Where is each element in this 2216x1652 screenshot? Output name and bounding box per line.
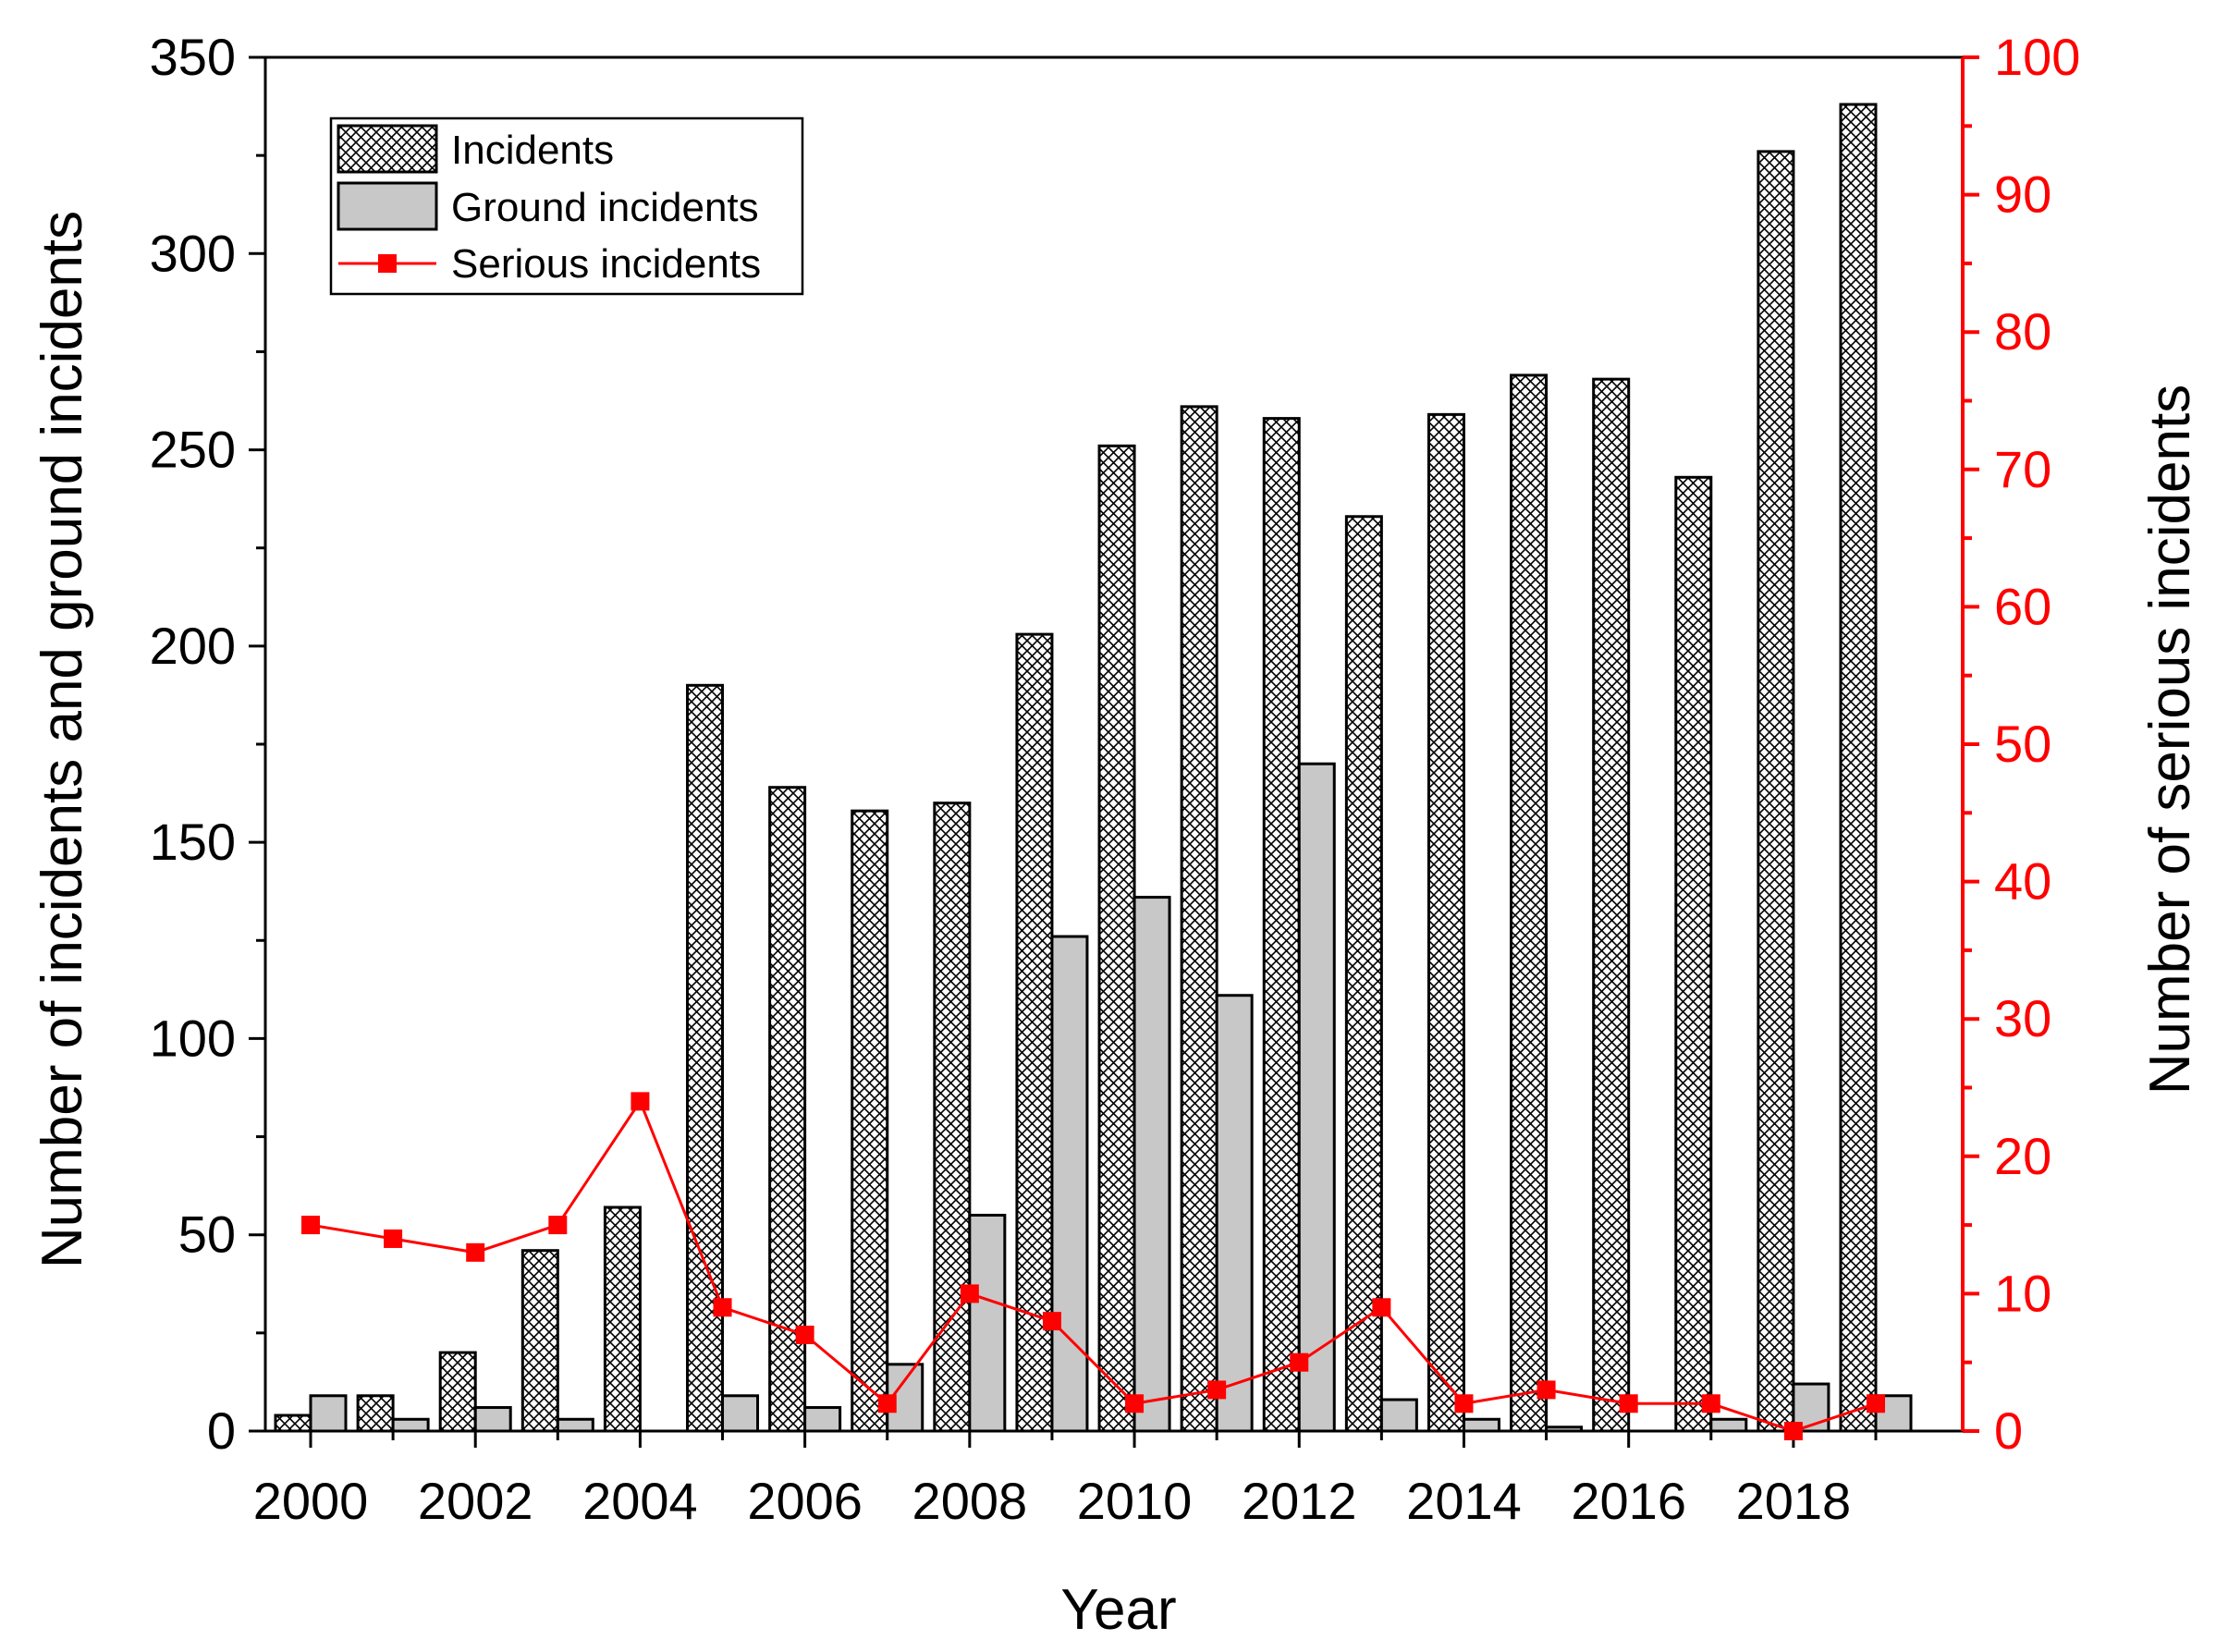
legend: Incidents Ground incidents Serious inciden…: [329, 116, 804, 296]
y-tick-label-300: 300: [150, 224, 236, 282]
serious-incidents-layer: [301, 1092, 1885, 1440]
ground-incidents-bar-2005: [721, 1394, 760, 1433]
y2-tick-label-60: 60: [1994, 577, 2051, 635]
y2-tick-label-30: 30: [1994, 989, 2051, 1047]
serious-incidents-point-2008: [960, 1284, 979, 1303]
y2-tick-label-50: 50: [1994, 715, 2051, 773]
x-tick-label-2012: 2012: [1242, 1472, 1357, 1530]
x-tick-label-2010: 2010: [1077, 1472, 1193, 1530]
x-tick-label-2002: 2002: [418, 1472, 533, 1530]
serious-incidents-point-2004: [631, 1092, 650, 1111]
ground-incidents-bar-2008: [968, 1213, 1007, 1433]
x-tick-label-2008: 2008: [912, 1472, 1028, 1530]
serious-incidents-point-2017: [1701, 1394, 1720, 1413]
serious-incidents-point-2016: [1619, 1394, 1638, 1413]
ground-incidents-bar-2003: [556, 1417, 594, 1433]
incidents-bar-2017: [1674, 475, 1713, 1433]
serious-incidents-point-2019: [1867, 1394, 1885, 1413]
serious-incidents-point-2013: [1372, 1298, 1391, 1317]
ground-incidents-bar-2010: [1132, 896, 1171, 1433]
incidents-bar-2012: [1262, 417, 1301, 1433]
incidents-bar-2001: [356, 1394, 395, 1433]
incidents-bar-2013: [1344, 515, 1383, 1433]
incidents-bar-2010: [1097, 444, 1136, 1433]
incidents-bar-2011: [1180, 405, 1218, 1433]
serious-incidents-line: [310, 1098, 1877, 1433]
legend-swatch-ground-incidents: [337, 181, 438, 231]
incidents-bar-2016: [1592, 377, 1631, 1433]
serious-incidents-point-2007: [877, 1394, 897, 1413]
ground-incidents-bar-2017: [1709, 1417, 1748, 1433]
ground-incidents-bar-2002: [473, 1406, 512, 1433]
ground-incidents-bar-2012: [1297, 762, 1336, 1433]
incidents-bar-2000: [274, 1413, 312, 1433]
axis-titles: Year Number of incidents and ground inci…: [31, 211, 2202, 1642]
serious-incidents-point-2014: [1454, 1394, 1474, 1413]
serious-incidents-point-2006: [795, 1325, 814, 1344]
ground-incidents-bar-2014: [1462, 1417, 1500, 1433]
serious-incidents-point-2009: [1042, 1312, 1061, 1331]
y2-tick-label-70: 70: [1994, 440, 2051, 498]
y-tick-label-250: 250: [150, 421, 236, 479]
incidents-bar-2003: [520, 1249, 559, 1433]
y-tick-label-100: 100: [150, 1009, 236, 1067]
serious-incidents-point-2011: [1207, 1380, 1227, 1400]
serious-incidents-point-2001: [384, 1229, 403, 1248]
incidents-bar-2007: [851, 809, 889, 1433]
serious-incidents-point-2000: [301, 1216, 320, 1235]
ground-incidents-bar-2009: [1050, 935, 1089, 1433]
serious-incidents-point-2002: [466, 1242, 485, 1262]
ground-incidents-bar-2006: [803, 1406, 842, 1433]
ground-incidents-bar-2013: [1379, 1398, 1418, 1433]
incidents-bar-2015: [1510, 373, 1549, 1433]
ground-incidents-bar-2001: [391, 1417, 430, 1433]
x-tick-label-2004: 2004: [582, 1472, 698, 1530]
incidents-bar-2018: [1757, 150, 1795, 1433]
incidents-bar-2019: [1839, 103, 1878, 1433]
ground-incidents-bar-2000: [309, 1394, 348, 1433]
x-tick-label-2018: 2018: [1736, 1472, 1852, 1530]
ground-incidents-bar-2011: [1215, 994, 1254, 1433]
serious-incidents-point-2012: [1290, 1352, 1309, 1372]
legend-swatch-incidents: [337, 124, 438, 174]
x-axis-title: Year: [1060, 1578, 1176, 1642]
serious-incidents-point-2010: [1125, 1394, 1145, 1413]
y2-tick-label-100: 100: [1994, 28, 2080, 86]
y2-tick-label-90: 90: [1994, 165, 2051, 224]
y-axis-title: Number of incidents and ground incidents: [31, 211, 94, 1268]
y2-tick-label-40: 40: [1994, 852, 2051, 911]
y-tick-label-350: 350: [150, 28, 236, 86]
y-tick-label-50: 50: [178, 1205, 236, 1264]
x-tick-label-2006: 2006: [747, 1472, 863, 1530]
x-tick-label-2000: 2000: [253, 1472, 369, 1530]
legend-label-ground-incidents: Ground incidents: [451, 185, 759, 230]
serious-incidents-point-2005: [713, 1298, 732, 1317]
incidents-bar-2008: [933, 802, 972, 1433]
serious-incidents-point-2018: [1783, 1422, 1803, 1440]
y2-tick-label-80: 80: [1994, 302, 2051, 361]
axes-layer: 0 50 100 150 200 250 300 350 0 10 20 30 40 50 60 70 80 90…: [150, 28, 2081, 1530]
y2-tick-label-20: 20: [1994, 1127, 2051, 1185]
legend-label-incidents: Incidents: [451, 128, 614, 173]
incidents-bar-2002: [438, 1351, 477, 1433]
legend-marker-serious-incidents: [378, 254, 397, 273]
bars-layer: [274, 103, 1913, 1433]
y-tick-label-0: 0: [207, 1401, 236, 1460]
x-tick-label-2014: 2014: [1406, 1472, 1522, 1530]
incidents-bar-2005: [686, 683, 725, 1433]
legend-label-serious-incidents: Serious incidents: [451, 241, 761, 287]
y-tick-label-200: 200: [150, 617, 236, 675]
y2-axis-title: Number of serious incidents: [2138, 385, 2202, 1095]
y-tick-label-150: 150: [150, 813, 236, 871]
x-tick-label-2016: 2016: [1571, 1472, 1686, 1530]
y2-tick-label-0: 0: [1994, 1401, 2023, 1460]
incidents-bar-2004: [603, 1205, 642, 1433]
serious-incidents-point-2015: [1537, 1380, 1556, 1400]
serious-incidents-point-2003: [548, 1216, 568, 1235]
incidents-bar-2014: [1426, 412, 1465, 1433]
y2-tick-label-10: 10: [1994, 1264, 2051, 1322]
